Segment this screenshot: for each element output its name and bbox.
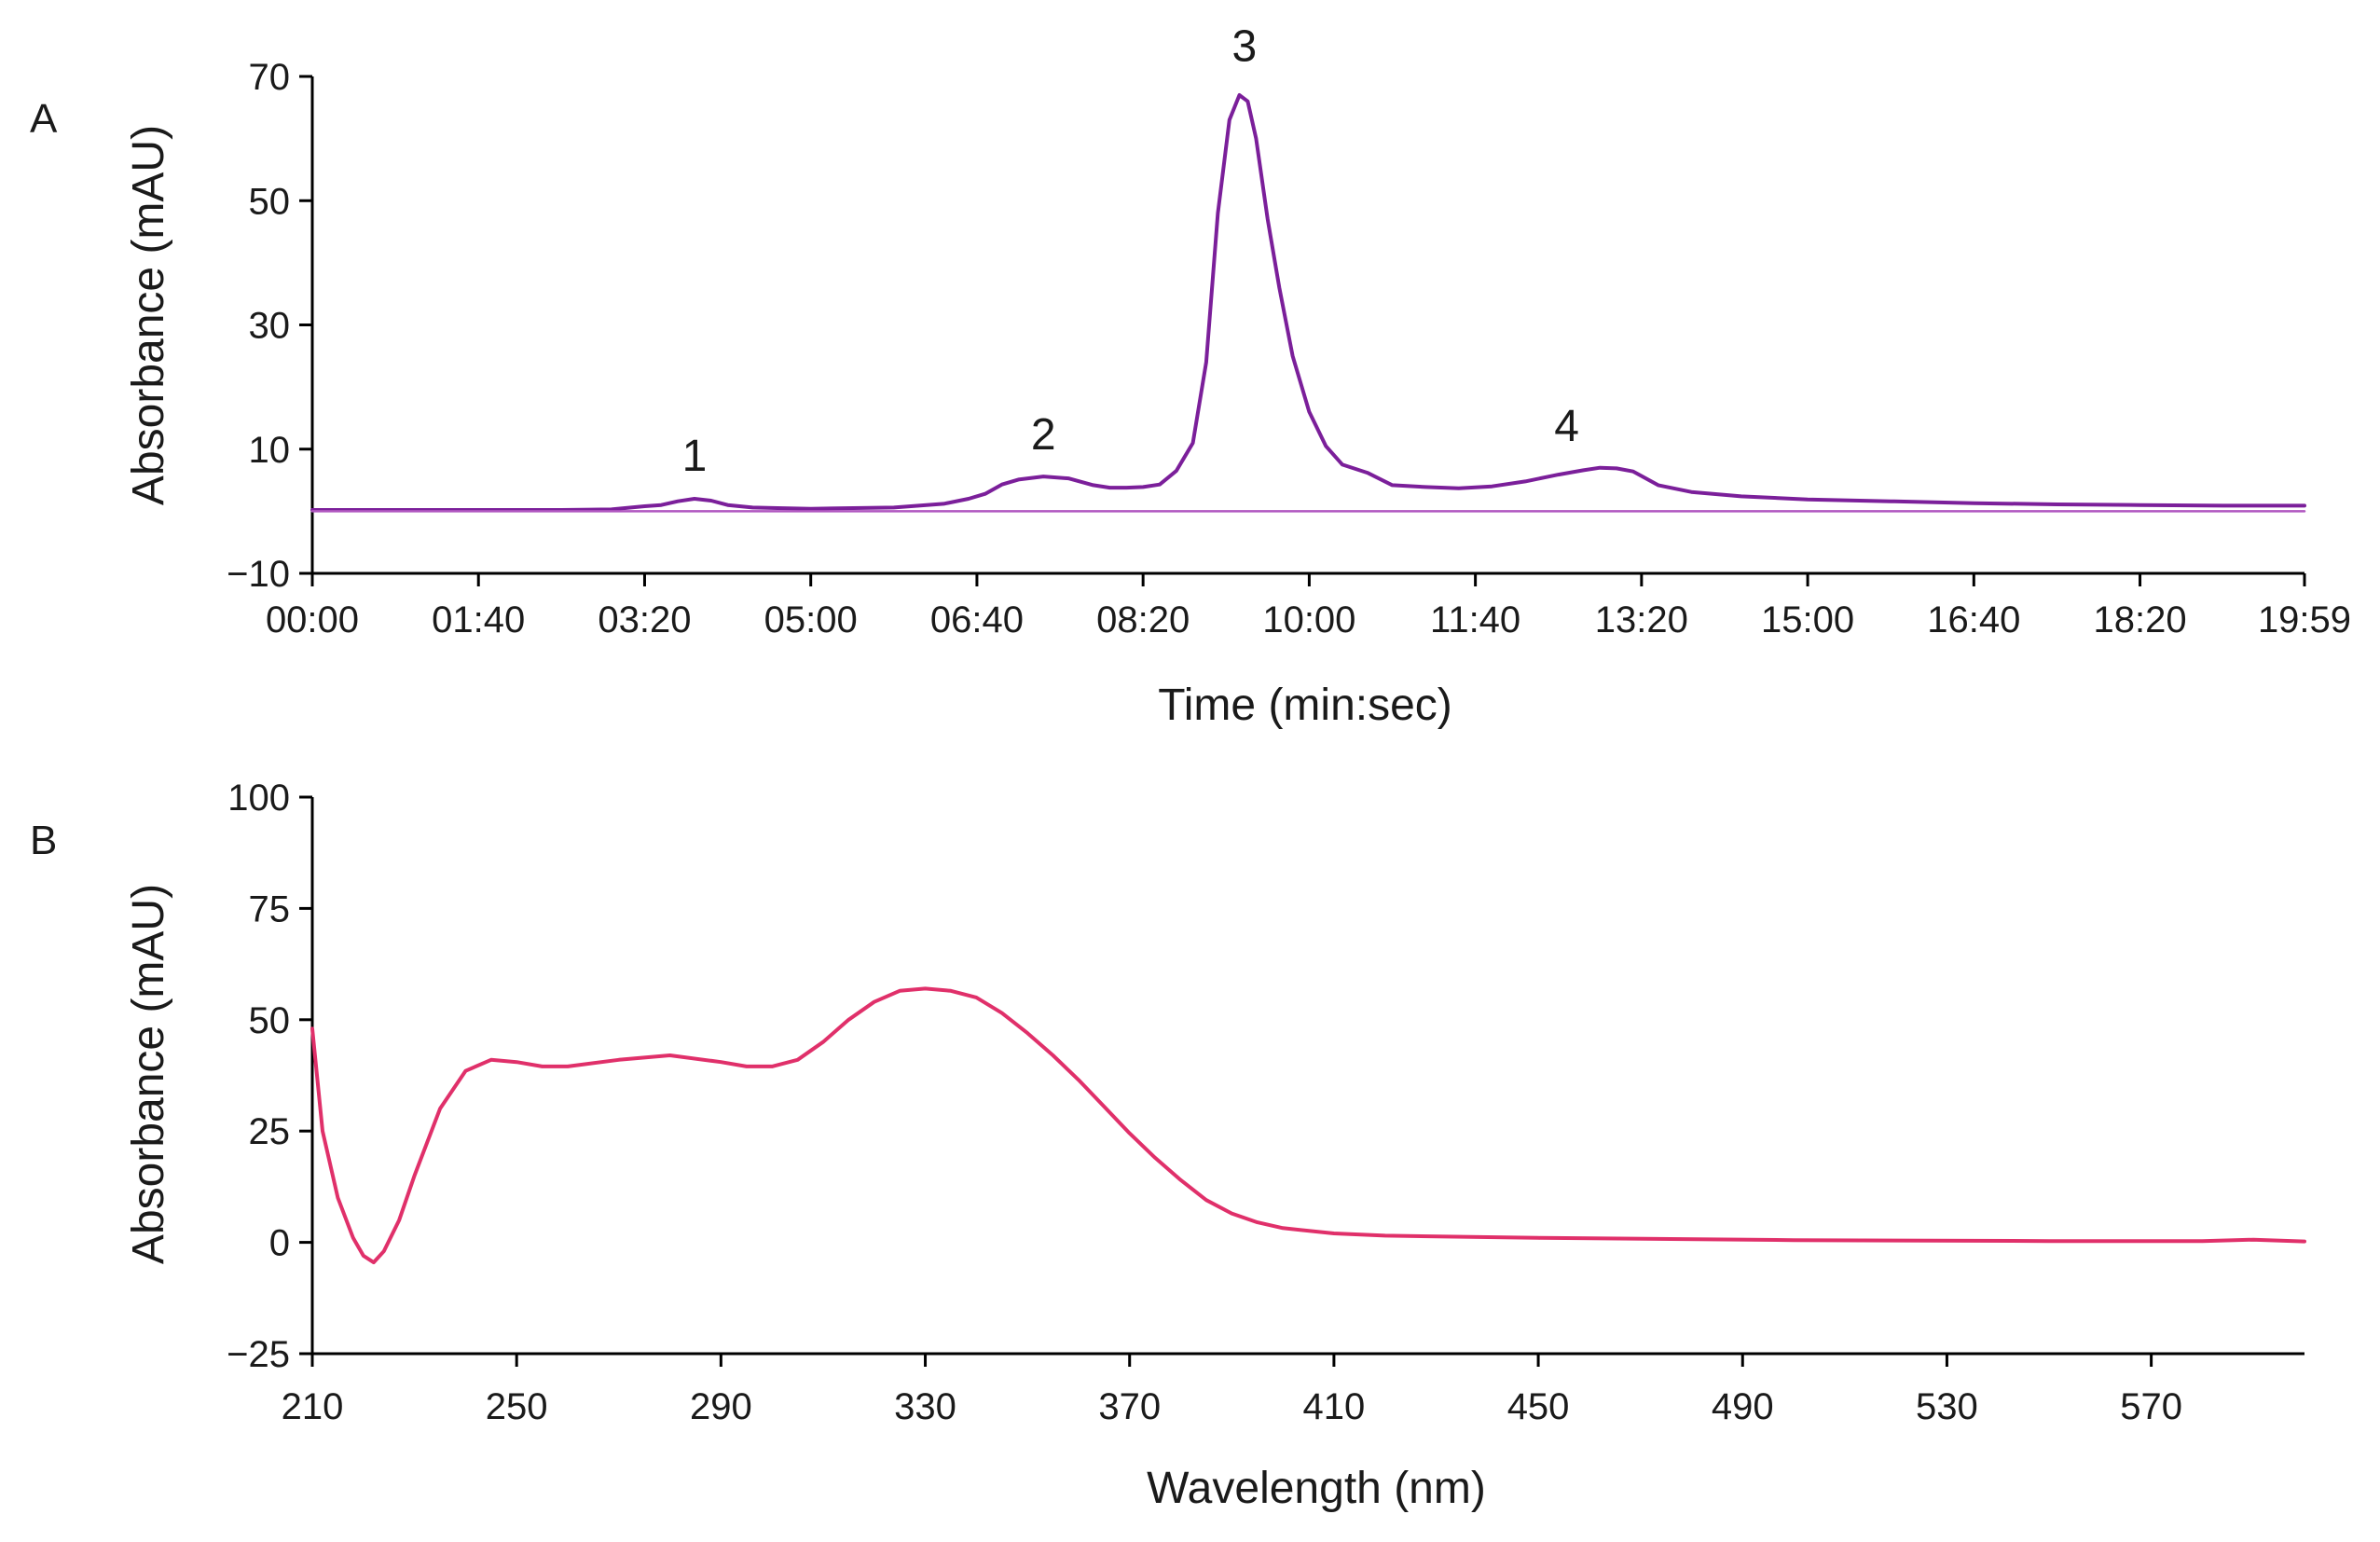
panel-b-x-tick-label: 530	[1916, 1386, 1978, 1427]
panel-a-y-tick-label: −10	[227, 554, 290, 595]
panel-b-x-ticks: 210 250 290 330 370 410 450 490 530 570	[282, 1354, 2182, 1427]
panel-b-y-tick-label: 100	[227, 778, 290, 819]
panel-b-x-tick-label: 330	[894, 1386, 956, 1427]
panel-a-x-tick-label: 00:00	[266, 599, 359, 640]
panel-b-y-tick-label: 25	[249, 1111, 291, 1152]
panel-a-y-axis-title: Absorbance (mAU)	[124, 125, 173, 505]
panel-a-x-tick-label: 03:20	[598, 599, 691, 640]
panel-b-x-axis-title: Wavelength (nm)	[1147, 1464, 1486, 1513]
panel-a-x-tick-label: 08:20	[1096, 599, 1190, 640]
panel-a-chart: A 00:00 01:40 03:20 05:00 06:40 08:20 10:00 11:…	[30, 21, 2351, 730]
panel-a-peak-label: 1	[682, 432, 708, 481]
panel-b-x-tick-label: 490	[1712, 1386, 1774, 1427]
panel-b-y-tick-label: −25	[227, 1334, 290, 1375]
panel-b-y-tick-label: 75	[249, 888, 291, 929]
panel-a-series	[310, 93, 2306, 513]
panel-b-series-uv-spectrum	[310, 986, 2306, 1265]
panel-b-series	[310, 986, 2306, 1265]
panel-b-y-tick-label: 50	[249, 1000, 291, 1041]
panel-b-y-tick-label: 0	[269, 1223, 290, 1264]
panel-a-peak-label: 2	[1031, 410, 1056, 460]
panel-a-y-tick-label: 30	[249, 306, 291, 347]
panel-a-x-tick-label: 15:00	[1761, 599, 1854, 640]
panel-a-y-ticks: −10 10 30 50 70	[227, 57, 312, 595]
panel-b-y-axis-title: Absorbance (mAU)	[124, 884, 173, 1264]
panel-a-y-tick-label: 50	[249, 181, 291, 222]
panel-a-x-axis-title: Time (min:sec)	[1158, 681, 1452, 730]
panel-a-label: A	[30, 96, 58, 142]
panel-b-x-tick-label: 370	[1098, 1386, 1161, 1427]
panel-b-x-tick-label: 570	[2120, 1386, 2182, 1427]
panel-a-x-tick-label: 06:40	[930, 599, 1024, 640]
panel-a-x-tick-label: 18:20	[2093, 599, 2186, 640]
panel-b-x-tick-label: 210	[282, 1386, 344, 1427]
panel-b-y-ticks: −25 0 25 50 75 100	[227, 778, 312, 1375]
panel-b-x-tick-label: 290	[690, 1386, 752, 1427]
panel-b-label: B	[30, 818, 57, 863]
panel-a-x-tick-label: 01:40	[432, 599, 525, 640]
panel-b-x-tick-label: 410	[1303, 1386, 1366, 1427]
panel-a-x-tick-label: 16:40	[1927, 599, 2020, 640]
panel-a-peak-label: 4	[1554, 402, 1579, 451]
panel-a-x-tick-label: 11:40	[1430, 599, 1520, 640]
panel-a-y-tick-label: 10	[249, 430, 291, 471]
panel-a-peak-label: 3	[1232, 21, 1258, 71]
panel-b-chart: B 210 250 290 330 370 410 450 490 530 570 −25 0 25 5…	[30, 778, 2306, 1513]
panel-b-x-tick-label: 250	[486, 1386, 548, 1427]
panel-a-y-tick-label: 70	[249, 57, 291, 98]
panel-a-x-tick-label: 05:00	[764, 599, 858, 640]
panel-a-x-tick-label: 13:20	[1595, 599, 1688, 640]
panel-a-x-tick-label: 19:59	[2258, 599, 2351, 640]
panel-a-peak-labels: 1 2 3 4	[682, 21, 1579, 481]
panel-a-x-ticks: 00:00 01:40 03:20 05:00 06:40 08:20 10:00 11:40…	[266, 573, 2351, 640]
panel-a-series-chromatogram	[310, 93, 2306, 512]
panel-a-x-tick-label: 10:00	[1262, 599, 1355, 640]
panel-b-x-tick-label: 450	[1507, 1386, 1570, 1427]
